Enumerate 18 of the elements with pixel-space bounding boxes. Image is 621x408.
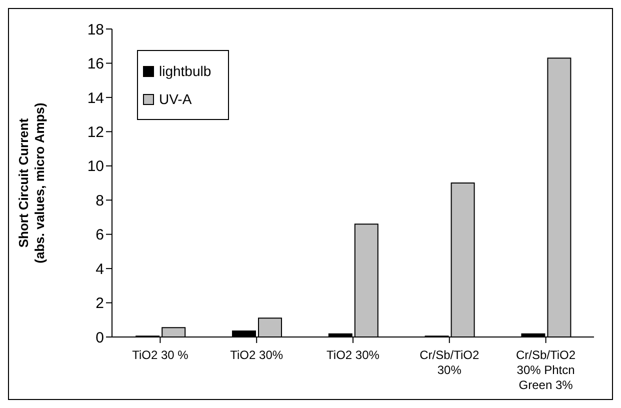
y-tick-label: 18 xyxy=(87,21,104,38)
y-tick-label: 2 xyxy=(96,295,104,312)
y-tick-label: 14 xyxy=(87,90,104,107)
y-tick-label: 10 xyxy=(87,158,104,176)
y-axis-title: Short Circuit Current (abs. values, micro Amps) xyxy=(16,102,47,264)
x-tick-label: TiO2 30% xyxy=(230,348,284,362)
y-tick-label: 16 xyxy=(87,56,104,73)
y-tick-label: 0 xyxy=(96,329,104,346)
x-tick-label: TiO2 30% xyxy=(326,348,380,362)
y-tick-label: 12 xyxy=(87,124,104,141)
x-tick-label: Cr/Sb/TiO2 30% xyxy=(420,348,480,377)
x-tick-label: Cr/Sb/TiO2 30% Phtcn Green 3% xyxy=(516,348,576,392)
y-tick-label: 6 xyxy=(96,226,104,244)
x-tick-label: TiO2 30 % xyxy=(132,348,189,362)
legend-label: UV-A xyxy=(159,90,192,109)
y-tick-label: 4 xyxy=(96,260,104,278)
legend-label: lightbulb xyxy=(159,62,212,81)
y-tick-label: 8 xyxy=(96,192,104,210)
